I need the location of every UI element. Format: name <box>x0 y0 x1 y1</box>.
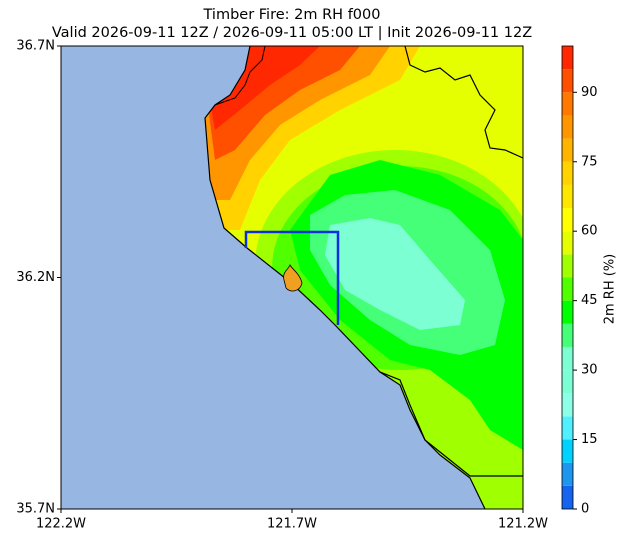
colorbar-segment <box>562 462 573 486</box>
colorbar-tick-label: 30 <box>581 363 598 378</box>
y-tick-label: 36.7N <box>16 39 55 54</box>
colorbar-segment <box>562 115 573 139</box>
colorbar-segment <box>562 323 573 347</box>
colorbar-segment <box>562 393 573 417</box>
colorbar-segment <box>562 92 573 116</box>
border <box>214 45 266 106</box>
colorbar-segment <box>562 254 573 278</box>
colorbar-segment <box>562 69 573 93</box>
y-tick-label: 35.7N <box>16 502 55 517</box>
x-tick-label: 121.2W <box>498 517 548 532</box>
colorbar-tick-label: 15 <box>581 432 598 447</box>
colorbar-tick-label: 0 <box>581 502 589 517</box>
colorbar-segment <box>562 485 573 509</box>
colorbar-segment <box>562 231 573 255</box>
colorbar-segment <box>562 184 573 209</box>
colorbar-segment <box>562 346 573 371</box>
border <box>404 45 524 159</box>
colorbar-segment <box>562 300 573 324</box>
colorbar-segment <box>562 161 573 185</box>
chart-title: Timber Fire: 2m RH f000 <box>203 7 381 23</box>
x-tick-label: 121.7W <box>267 517 317 532</box>
colorbar-segment <box>562 138 573 162</box>
colorbar-tick-label: 90 <box>581 85 598 100</box>
fire-box <box>244 230 340 325</box>
colorbar-tick-label: 45 <box>581 293 598 308</box>
colorbar-label: 2m RH (%) <box>603 254 618 325</box>
colorbar-segment <box>562 208 573 232</box>
colorbar-tick-label: 75 <box>581 154 598 169</box>
colorbar-segment <box>562 416 573 440</box>
chart-subtitle: Valid 2026-09-11 12Z / 2026-09-11 05:00 … <box>52 25 532 41</box>
x-tick-label: 122.2W <box>36 517 86 532</box>
colorbar-frame <box>561 45 574 510</box>
y-tick-label: 36.2N <box>16 270 55 285</box>
colorbar-segment <box>562 439 573 463</box>
colorbar-tick-label: 60 <box>581 224 598 239</box>
fire-perimeter <box>283 264 303 292</box>
border <box>379 371 523 477</box>
colorbar-segment <box>562 370 573 394</box>
colorbar-segment <box>562 277 573 301</box>
colorbar-segment <box>562 46 573 70</box>
